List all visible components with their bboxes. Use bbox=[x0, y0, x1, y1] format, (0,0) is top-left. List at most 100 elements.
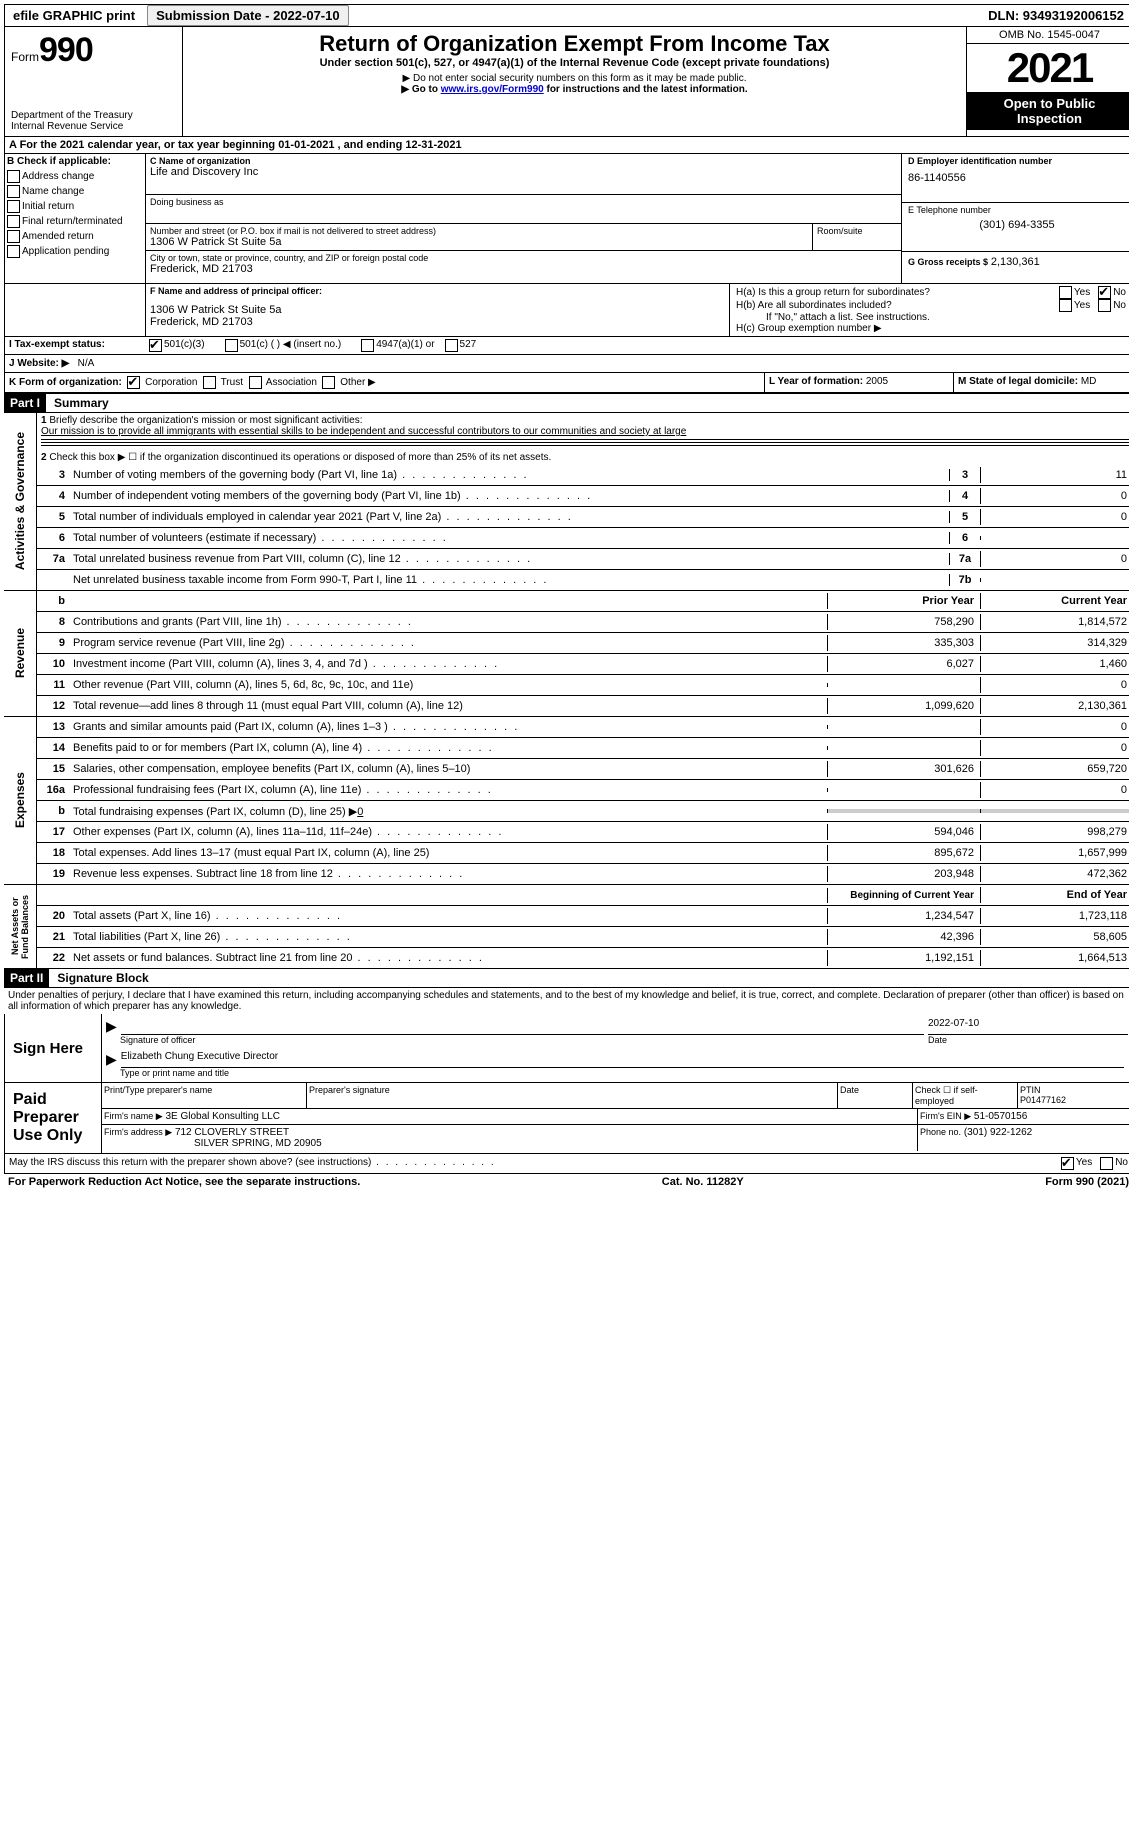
hb-yes-checkbox[interactable] bbox=[1059, 299, 1072, 312]
ha-yes-checkbox[interactable] bbox=[1059, 286, 1072, 299]
name-change-checkbox[interactable] bbox=[7, 185, 20, 198]
part2-label: Part II bbox=[4, 969, 49, 987]
irs-link[interactable]: www.irs.gov/Form990 bbox=[441, 84, 544, 95]
l7b-val bbox=[980, 578, 1129, 582]
l14-curr: 0 bbox=[980, 740, 1129, 756]
ptin-label: PTIN bbox=[1020, 1085, 1041, 1095]
l6-val bbox=[980, 536, 1129, 540]
firm-phone-label: Phone no. bbox=[920, 1127, 961, 1137]
part1-label: Part I bbox=[4, 394, 46, 412]
addr-change-checkbox[interactable] bbox=[7, 170, 20, 183]
l13-desc: Grants and similar amounts paid (Part IX… bbox=[69, 719, 827, 735]
omb-number: OMB No. 1545-0047 bbox=[967, 27, 1129, 44]
sig-date-value: 2022-07-10 bbox=[928, 1018, 979, 1029]
phone-label: E Telephone number bbox=[908, 205, 1126, 215]
l20-prior: 1,234,547 bbox=[827, 908, 980, 924]
irs-label: Internal Revenue Service bbox=[11, 121, 176, 132]
sign-here-label: Sign Here bbox=[5, 1014, 102, 1082]
l7a-desc: Total unrelated business revenue from Pa… bbox=[69, 551, 949, 567]
l19-prior: 203,948 bbox=[827, 866, 980, 882]
final-return-label: Final return/terminated bbox=[22, 216, 123, 227]
l8-prior: 758,290 bbox=[827, 614, 980, 630]
527-checkbox[interactable] bbox=[445, 339, 458, 352]
final-return-checkbox[interactable] bbox=[7, 215, 20, 228]
discuss-no-checkbox[interactable] bbox=[1100, 1157, 1113, 1170]
501c-checkbox[interactable] bbox=[225, 339, 238, 352]
l12-desc: Total revenue—add lines 8 through 11 (mu… bbox=[69, 698, 827, 714]
room-label: Room/suite bbox=[817, 226, 897, 236]
ha-no-checkbox[interactable] bbox=[1098, 286, 1111, 299]
l18-prior: 895,672 bbox=[827, 845, 980, 861]
l15-prior: 301,626 bbox=[827, 761, 980, 777]
side-activities: Activities & Governance bbox=[11, 428, 29, 574]
firm-name-label: Firm's name ▶ bbox=[104, 1111, 163, 1121]
l16a-prior bbox=[827, 788, 980, 792]
form-id-block: Form990 Department of the Treasury Inter… bbox=[5, 27, 183, 136]
gross-label: G Gross receipts $ bbox=[908, 257, 988, 267]
l2-label: Check this box ▶ ☐ if the organization d… bbox=[49, 452, 551, 463]
city-label: City or town, state or province, country… bbox=[150, 253, 897, 263]
year-formation-label: L Year of formation: bbox=[769, 376, 863, 387]
officer-addr2: Frederick, MD 21703 bbox=[150, 316, 725, 328]
l9-curr: 314,329 bbox=[980, 635, 1129, 651]
prep-sig-label: Preparer's signature bbox=[307, 1083, 838, 1108]
form-title: Return of Organization Exempt From Incom… bbox=[187, 31, 962, 57]
hb-note: If "No," attach a list. See instructions… bbox=[736, 312, 1126, 323]
sig-date-label: Date bbox=[928, 1035, 1128, 1045]
addr-change-label: Address change bbox=[22, 171, 94, 182]
box-h: H(a) Is this a group return for subordin… bbox=[730, 284, 1129, 336]
addr-label: Number and street (or P.O. box if mail i… bbox=[150, 226, 808, 236]
website-value: N/A bbox=[78, 358, 95, 369]
dept-label: Department of the Treasury bbox=[11, 110, 176, 121]
box-f: F Name and address of principal officer:… bbox=[146, 284, 730, 336]
tax-status-label: I Tax-exempt status: bbox=[9, 339, 149, 352]
submission-date-button[interactable]: Submission Date - 2022-07-10 bbox=[147, 5, 349, 26]
l7b-desc: Net unrelated business taxable income fr… bbox=[69, 572, 949, 588]
part1-title: Summary bbox=[46, 394, 117, 412]
501c3-checkbox[interactable] bbox=[149, 339, 162, 352]
ein-value: 86-1140556 bbox=[908, 172, 1126, 184]
firm-ein-label: Firm's EIN ▶ bbox=[920, 1111, 971, 1121]
cat-number: Cat. No. 11282Y bbox=[662, 1176, 744, 1188]
top-bar: efile GRAPHIC print Submission Date - 20… bbox=[4, 4, 1129, 27]
firm-addr-label: Firm's address ▶ bbox=[104, 1127, 172, 1137]
officer-label: F Name and address of principal officer: bbox=[150, 286, 725, 296]
other-checkbox[interactable] bbox=[322, 376, 335, 389]
prep-date-label: Date bbox=[838, 1083, 913, 1108]
firm-ein-value: 51-0570156 bbox=[974, 1111, 1027, 1122]
self-employed-label: Check ☐ if self-employed bbox=[913, 1083, 1018, 1108]
corp-checkbox[interactable] bbox=[127, 376, 140, 389]
amended-label: Amended return bbox=[22, 231, 94, 242]
hb-no-checkbox[interactable] bbox=[1098, 299, 1111, 312]
l16a-curr: 0 bbox=[980, 782, 1129, 798]
city-value: Frederick, MD 21703 bbox=[150, 263, 897, 275]
discuss-yes-checkbox[interactable] bbox=[1061, 1157, 1074, 1170]
domicile-value: MD bbox=[1081, 376, 1097, 387]
l21-prior: 42,396 bbox=[827, 929, 980, 945]
firm-name-value: 3E Global Konsulting LLC bbox=[165, 1111, 280, 1122]
ha-label: H(a) Is this a group return for subordin… bbox=[736, 287, 1059, 298]
l5-val: 0 bbox=[980, 509, 1129, 525]
l14-desc: Benefits paid to or for members (Part IX… bbox=[69, 740, 827, 756]
app-pending-checkbox[interactable] bbox=[7, 245, 20, 258]
l4-val: 0 bbox=[980, 488, 1129, 504]
assoc-checkbox[interactable] bbox=[249, 376, 262, 389]
l11-desc: Other revenue (Part VIII, column (A), li… bbox=[69, 677, 827, 693]
hb-label: H(b) Are all subordinates included? bbox=[736, 300, 1059, 311]
box-deg: D Employer identification number 86-1140… bbox=[901, 154, 1129, 283]
l1-value: Our mission is to provide all immigrants… bbox=[41, 426, 686, 437]
trust-checkbox[interactable] bbox=[203, 376, 216, 389]
l21-curr: 58,605 bbox=[980, 929, 1129, 945]
amended-checkbox[interactable] bbox=[7, 230, 20, 243]
4947-checkbox[interactable] bbox=[361, 339, 374, 352]
initial-return-label: Initial return bbox=[22, 201, 74, 212]
l17-prior: 594,046 bbox=[827, 824, 980, 840]
officer-name-value: Elizabeth Chung Executive Director bbox=[121, 1051, 278, 1062]
l14-prior bbox=[827, 746, 980, 750]
part2-title: Signature Block bbox=[49, 969, 156, 987]
initial-return-checkbox[interactable] bbox=[7, 200, 20, 213]
firm-addr1-value: 712 CLOVERLY STREET bbox=[175, 1127, 289, 1138]
l11-curr: 0 bbox=[980, 677, 1129, 693]
pra-notice: For Paperwork Reduction Act Notice, see … bbox=[8, 1176, 360, 1188]
l20-desc: Total assets (Part X, line 16) bbox=[69, 908, 827, 924]
